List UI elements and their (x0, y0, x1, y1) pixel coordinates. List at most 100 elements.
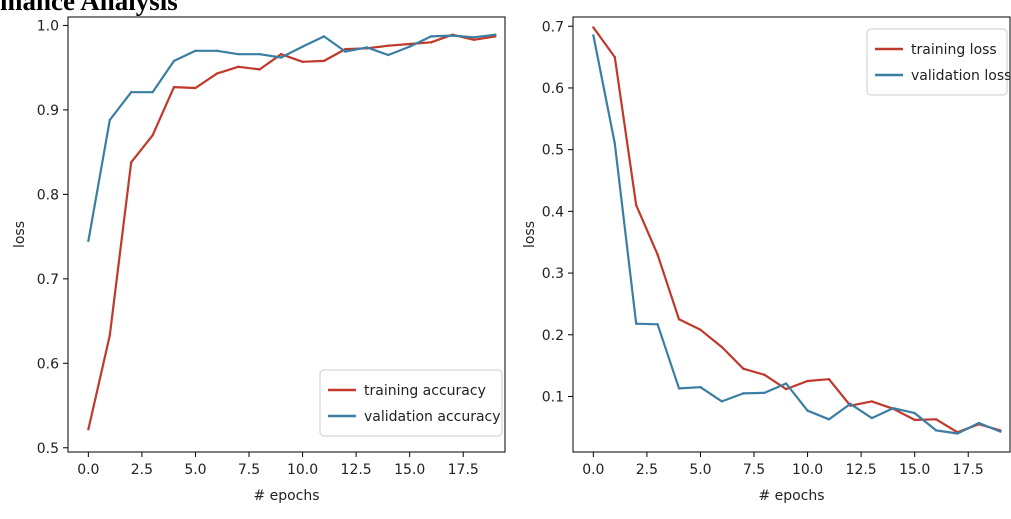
x-tick-label: 10.0 (287, 462, 318, 478)
data-point (172, 59, 176, 63)
data-point (365, 46, 369, 49)
data-point (592, 26, 595, 29)
data-point (429, 41, 433, 44)
data-point (258, 52, 261, 56)
y-tick-label: 0.7 (542, 19, 564, 35)
data-point (806, 379, 809, 383)
y-tick-label: 0.3 (542, 266, 564, 282)
x-tick-label: 15.0 (899, 462, 930, 478)
data-point (387, 44, 390, 47)
y-tick-label: 0.9 (37, 103, 59, 119)
data-point (849, 402, 852, 406)
data-point (634, 322, 638, 325)
x-tick-label: 0.0 (582, 462, 604, 478)
data-point (408, 45, 411, 48)
data-point (215, 49, 219, 52)
data-point (742, 392, 745, 395)
y-tick-label: 0.6 (542, 81, 564, 97)
legend-label: training accuracy (364, 383, 486, 399)
x-tick-label: 12.5 (846, 462, 877, 478)
data-point (87, 427, 90, 431)
data-point (613, 55, 616, 59)
data-point (870, 416, 874, 420)
data-point (237, 65, 240, 69)
data-point (344, 50, 347, 53)
x-tick-label: 0.0 (77, 462, 99, 478)
data-point (344, 47, 347, 51)
data-point (977, 421, 981, 425)
data-point (656, 323, 659, 326)
accuracy-chart: 0.0 2.5 5.0 7.5 10.0 12.5 15.0 17.5 0.5 0.6 0.7 0.8… (12, 16, 506, 504)
data-point (87, 239, 90, 243)
data-point (408, 42, 411, 46)
data-point (387, 53, 390, 57)
x-tick-label: 17.5 (448, 462, 479, 478)
series-line (592, 35, 1001, 435)
data-point (913, 418, 916, 422)
data-point (784, 382, 788, 385)
x-tick-label: 2.5 (131, 462, 153, 478)
data-point (827, 418, 831, 421)
y-tick-label: 0.4 (542, 204, 564, 220)
y-tick-label: 1.0 (37, 18, 59, 34)
x-tick-label: 5.0 (689, 462, 711, 478)
y-tick-label: 0.2 (542, 328, 564, 344)
data-point (763, 373, 766, 377)
data-point (194, 86, 197, 90)
data-point (215, 72, 219, 75)
data-point (151, 90, 154, 94)
data-point (699, 386, 702, 389)
data-point (129, 161, 133, 164)
x-tick-label: 12.5 (341, 462, 372, 478)
loss-chart: 0.0 2.5 5.0 7.5 10.0 12.5 15.0 17.5 0.1 0.2 0.3 0.4… (522, 16, 1011, 504)
data-point (720, 345, 724, 349)
data-point (472, 36, 476, 39)
data-point (451, 34, 454, 37)
x-tick-label: 7.5 (238, 462, 260, 478)
data-point (301, 60, 304, 63)
data-point (827, 377, 831, 381)
data-point (322, 59, 326, 63)
data-point (699, 328, 702, 332)
data-point (720, 400, 724, 403)
data-point (956, 432, 959, 435)
data-point (108, 118, 111, 122)
data-point (677, 387, 681, 390)
data-point (934, 429, 938, 432)
data-point (742, 367, 745, 370)
y-axis-label: loss (522, 221, 538, 248)
x-tick-label: 2.5 (636, 462, 658, 478)
x-tick-label: 7.5 (743, 462, 765, 478)
legend-label: validation accuracy (364, 409, 501, 425)
data-point (429, 35, 433, 38)
data-point (870, 400, 874, 403)
data-point (656, 253, 659, 256)
y-tick-label: 0.1 (542, 389, 564, 405)
x-tick-label: 15.0 (394, 462, 425, 478)
x-tick-label: 17.5 (953, 462, 984, 478)
x-axis-label: # epochs (758, 488, 824, 504)
legend-box (319, 369, 503, 437)
series-line (87, 33, 496, 430)
x-axis-label: # epochs (253, 488, 319, 504)
plot-frame (572, 16, 1011, 453)
data-point (806, 409, 809, 412)
data-point (472, 38, 476, 42)
x-tick-label: 5.0 (184, 462, 206, 478)
data-point (494, 33, 497, 36)
data-point (634, 203, 638, 207)
data-point (763, 391, 766, 394)
data-point (151, 134, 154, 137)
plot-frame (67, 16, 506, 453)
series-line (87, 33, 496, 241)
y-tick-label: 0.8 (37, 187, 59, 203)
data-point (592, 34, 595, 37)
y-tick-label: 0.7 (37, 272, 59, 288)
legend-box (866, 28, 1008, 96)
legend-label: training loss (911, 42, 997, 58)
y-axis-label: loss (12, 221, 28, 248)
data-point (784, 387, 788, 391)
y-tick-label: 0.6 (37, 356, 59, 372)
data-point (279, 56, 283, 59)
